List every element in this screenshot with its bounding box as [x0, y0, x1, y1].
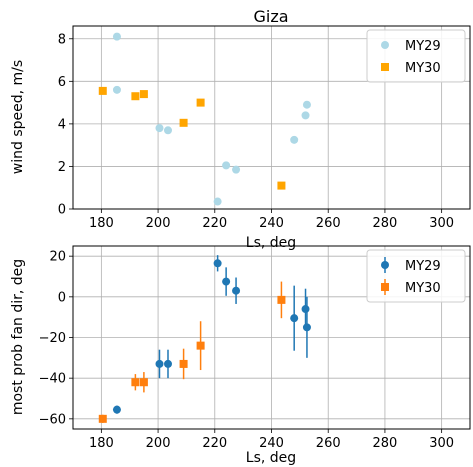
- bottom-my30-point: [139, 378, 148, 387]
- top-my29-point: [301, 111, 310, 120]
- bottom-my29-point: [213, 259, 222, 268]
- top-y-tick-label: 2: [58, 160, 66, 175]
- bottom-data-series: [98, 255, 311, 423]
- top-my29-point: [155, 124, 164, 133]
- bottom-legend-my29-label: MY29: [405, 259, 441, 274]
- bottom-my30-point: [179, 359, 188, 368]
- top-legend: MY29 MY30: [366, 29, 466, 83]
- top-x-tick-label: 260: [316, 216, 341, 231]
- top-my30-point: [98, 86, 107, 95]
- top-my29-point: [290, 135, 299, 144]
- top-my29-point: [222, 161, 231, 170]
- bottom-x-tick-label: 200: [146, 436, 171, 451]
- bottom-y-tick-label: −40: [39, 372, 66, 387]
- bottom-my29-point: [155, 359, 164, 368]
- top-y-tick-label: 4: [58, 117, 66, 132]
- top-legend-box: [366, 29, 466, 83]
- bottom-panel: 180 200 220 240 260 280 300 −60 −40 −20 0 20 Ls, de…: [10, 245, 471, 466]
- top-my29-point: [213, 197, 222, 206]
- top-x-tick-label: 280: [373, 216, 398, 231]
- top-legend-my30-marker: [381, 63, 389, 71]
- bottom-my29-point: [163, 359, 172, 368]
- bottom-y-axis-label: most prob fan dir, deg: [10, 259, 26, 415]
- bottom-x-tick-label: 220: [202, 436, 227, 451]
- top-my29-point: [163, 126, 172, 135]
- top-x-axis-label: Ls, deg: [246, 235, 296, 251]
- top-my29-point: [232, 165, 241, 174]
- bottom-legend: MY29 MY30: [366, 249, 466, 303]
- top-y-tick-label: 0: [58, 203, 66, 218]
- bottom-my29-point: [222, 277, 231, 286]
- bottom-my30-point: [196, 341, 205, 350]
- top-my30-point: [139, 90, 148, 99]
- bottom-my29-point: [232, 286, 241, 295]
- top-my29-point: [112, 85, 121, 94]
- top-my30-point: [179, 118, 188, 127]
- bottom-x-tick-label: 260: [316, 436, 341, 451]
- bottom-my29-point: [290, 314, 299, 323]
- bottom-my30-point: [131, 378, 140, 387]
- bottom-x-axis-label: Ls, deg: [246, 450, 296, 466]
- bottom-x-tick-label: 180: [89, 436, 114, 451]
- top-x-tick-label: 300: [429, 216, 454, 231]
- bottom-y-tick-label: 0: [58, 290, 66, 305]
- top-tick-labels: 180 200 220 240 260 280 300 0 2 4 6 8: [58, 32, 454, 231]
- top-x-tick-label: 200: [146, 216, 171, 231]
- bottom-x-tick-label: 240: [259, 436, 284, 451]
- bottom-x-tick-label: 300: [429, 436, 454, 451]
- top-x-tick-label: 180: [89, 216, 114, 231]
- bottom-y-tick-label: 20: [49, 250, 66, 265]
- top-data-series: [98, 32, 311, 206]
- bottom-my30-point: [98, 414, 107, 423]
- bottom-tick-labels: 180 200 220 240 260 280 300 −60 −40 −20 0 20: [39, 250, 454, 451]
- bottom-my29-point: [301, 305, 310, 314]
- top-y-tick-label: 8: [58, 32, 66, 47]
- top-legend-my29-marker: [381, 41, 389, 49]
- bottom-y-tick-label: −20: [39, 331, 66, 346]
- top-x-tick-label: 220: [202, 216, 227, 231]
- bottom-legend-my30-label: MY30: [405, 281, 441, 296]
- bottom-legend-box: [366, 249, 466, 303]
- bottom-x-tick-label: 280: [373, 436, 398, 451]
- bottom-my29-point: [112, 405, 121, 414]
- top-my30-point: [131, 92, 140, 101]
- top-x-tick-label: 240: [259, 216, 284, 231]
- bottom-my29-point: [302, 323, 311, 332]
- top-my29-point: [302, 100, 311, 109]
- top-legend-my29-label: MY29: [405, 39, 441, 54]
- bottom-y-tick-label: −60: [39, 412, 66, 427]
- top-y-tick-label: 6: [58, 75, 66, 90]
- bottom-my30-point: [277, 295, 286, 304]
- bottom-legend-my29-marker: [381, 261, 389, 269]
- bottom-legend-my30-marker: [381, 283, 389, 291]
- top-my30-point: [196, 98, 205, 107]
- top-y-axis-label: wind speed, m/s: [10, 60, 26, 174]
- top-legend-my30-label: MY30: [405, 61, 441, 76]
- top-my30-point: [277, 181, 286, 190]
- top-my29-point: [112, 32, 121, 41]
- top-chart-title: Giza: [253, 7, 288, 26]
